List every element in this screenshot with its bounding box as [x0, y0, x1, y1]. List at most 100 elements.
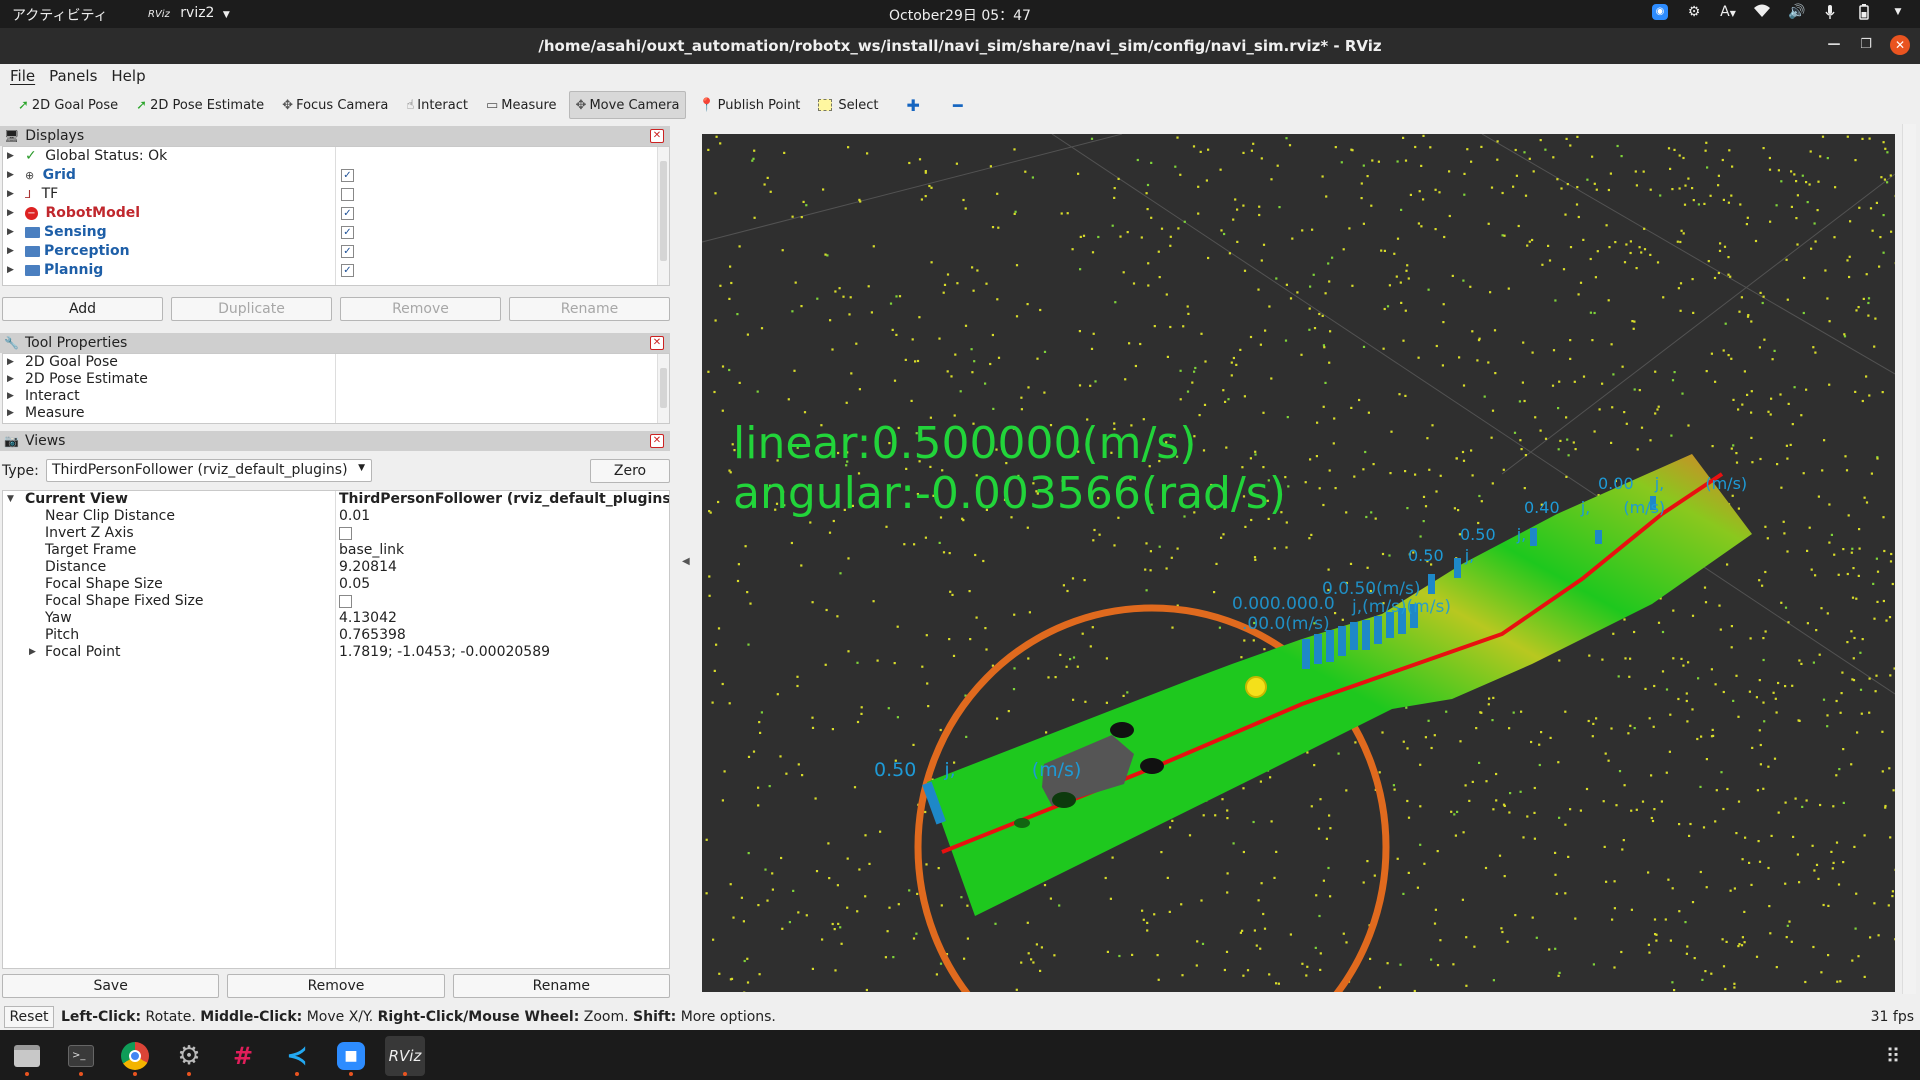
app-menu[interactable]: RViz rviz2 ▼: [148, 5, 230, 21]
expand-arrow-icon[interactable]: ▶: [7, 189, 14, 199]
focal-shape-fixed-size-checkbox[interactable]: [339, 594, 352, 608]
reset-button[interactable]: Reset: [4, 1006, 54, 1028]
views-tree[interactable]: ▼ Current View ThirdPersonFollower (rviz…: [2, 490, 670, 969]
view-prop-focal-point[interactable]: ▶ Focal Point 1.7819; -1.0453; -0.000205…: [3, 644, 669, 661]
current-view-row[interactable]: ▼ Current View ThirdPersonFollower (rviz…: [3, 491, 669, 508]
view-prop-distance[interactable]: Distance 9.20814: [3, 559, 669, 576]
rename-display-button[interactable]: Rename: [509, 297, 670, 321]
right-dock-scrollbar[interactable]: [1902, 124, 1916, 994]
remove-display-button[interactable]: Remove: [340, 297, 501, 321]
expand-arrow-icon[interactable]: ▶: [7, 170, 14, 180]
close-panel-icon[interactable]: ✕: [650, 336, 664, 350]
display-item-grid[interactable]: ▶ ⊕ Grid ✓: [3, 166, 669, 185]
zero-button[interactable]: Zero: [590, 459, 670, 483]
menu-file[interactable]: File: [10, 67, 36, 85]
expand-arrow-icon[interactable]: ▶: [7, 151, 14, 161]
view-prop-pitch[interactable]: Pitch 0.765398: [3, 627, 669, 644]
view-prop-value[interactable]: 0.765398: [339, 627, 406, 643]
scrollbar-thumb[interactable]: [660, 368, 667, 408]
enable-checkbox[interactable]: ✓: [341, 225, 354, 239]
scrollbar-thumb[interactable]: [660, 161, 667, 261]
view-prop-focal-shape-size[interactable]: Focal Shape Size 0.05: [3, 576, 669, 593]
add-tool-button[interactable]: ✚: [901, 91, 929, 119]
enable-checkbox[interactable]: [341, 187, 354, 201]
dock-vscode[interactable]: ≺: [277, 1036, 317, 1076]
activities-button[interactable]: アクティビティ: [12, 8, 108, 24]
minimize-icon[interactable]: —: [1827, 37, 1841, 52]
zoom-icon[interactable]: ◉: [1652, 4, 1668, 20]
displays-tree[interactable]: ▶ ✓ Global Status: Ok ▶ ⊕ Grid ✓ ▶ ⅃ TF …: [2, 146, 670, 286]
settings-icon[interactable]: ⚙: [1687, 4, 1701, 20]
display-item-robotmodel[interactable]: ▶ − RobotModel ✓: [3, 204, 669, 223]
view-prop-target-frame[interactable]: Target Frame base_link: [3, 542, 669, 559]
view-prop-yaw[interactable]: Yaw 4.13042: [3, 610, 669, 627]
duplicate-display-button[interactable]: Duplicate: [171, 297, 332, 321]
dock-zoom[interactable]: ■: [331, 1036, 371, 1076]
expand-arrow-icon[interactable]: ▶: [7, 357, 14, 367]
enable-checkbox[interactable]: ✓: [341, 206, 354, 220]
dock-rviz[interactable]: RViz: [385, 1036, 425, 1076]
clock[interactable]: October29日 05：47: [889, 8, 1031, 24]
view-prop-near-clip-distance[interactable]: Near Clip Distance 0.01: [3, 508, 669, 525]
menu-help[interactable]: Help: [111, 67, 146, 85]
remove-tool-button[interactable]: ━: [947, 91, 972, 119]
tool-property-2d-goal-pose[interactable]: ▶ 2D Goal Pose: [3, 354, 669, 371]
dock-chrome[interactable]: [115, 1036, 155, 1076]
tool-properties-tree[interactable]: ▶ 2D Goal Pose ▶ 2D Pose Estimate ▶ Interac…: [2, 353, 670, 424]
dock-terminal[interactable]: >_: [61, 1036, 101, 1076]
enable-checkbox[interactable]: ✓: [341, 244, 354, 258]
expand-arrow-icon[interactable]: ▶: [7, 391, 14, 401]
expand-arrow-icon[interactable]: ▶: [7, 265, 14, 275]
tool-property-measure[interactable]: ▶ Measure: [3, 405, 669, 422]
view-prop-value[interactable]: 9.20814: [339, 559, 397, 575]
view-prop-value[interactable]: 0.05: [339, 576, 371, 592]
tool-interact[interactable]: ☝ Interact: [400, 91, 474, 119]
rename-view-button[interactable]: Rename: [452, 974, 670, 998]
add-display-button[interactable]: Add: [2, 297, 163, 321]
view-prop-invert-z-axis[interactable]: Invert Z Axis: [3, 525, 669, 542]
menu-panels[interactable]: Panels: [49, 67, 98, 85]
enable-checkbox[interactable]: ✓: [341, 168, 354, 182]
tool-property-interact[interactable]: ▶ Interact: [3, 388, 669, 405]
expand-arrow-icon[interactable]: ▶: [7, 208, 14, 218]
expand-arrow-icon[interactable]: ▼: [7, 494, 14, 504]
expand-arrow-icon[interactable]: ▶: [7, 374, 14, 384]
collapse-left-dock-icon[interactable]: ◀: [682, 556, 690, 567]
tool-property-2d-pose-estimate[interactable]: ▶ 2D Pose Estimate: [3, 371, 669, 388]
remove-view-button[interactable]: Remove: [227, 974, 445, 998]
dock-settings[interactable]: ⚙: [169, 1036, 209, 1076]
display-item-perception[interactable]: ▶ Perception ✓: [3, 242, 669, 261]
tool-2d-pose-estimate[interactable]: ➚ 2D Pose Estimate: [130, 91, 270, 119]
microphone-icon[interactable]: [1822, 4, 1838, 20]
tool-measure[interactable]: ▭ Measure: [480, 91, 563, 119]
expand-arrow-icon[interactable]: ▶: [29, 647, 36, 657]
tool-properties-scrollbar[interactable]: [657, 354, 669, 423]
display-item-tf[interactable]: ▶ ⅃ TF: [3, 185, 669, 204]
view-type-select[interactable]: ThirdPersonFollower (rviz_default_plugin…: [46, 459, 372, 482]
show-applications-button[interactable]: ⠿: [1872, 1036, 1912, 1076]
power-menu-icon[interactable]: ▼: [1894, 7, 1902, 17]
view-prop-value[interactable]: 1.7819; -1.0453; -0.00020589: [339, 644, 551, 660]
maximize-icon[interactable]: ❐: [1860, 37, 1872, 52]
view-prop-value[interactable]: 0.01: [339, 508, 371, 524]
tool-focus-camera[interactable]: ✥ Focus Camera: [276, 91, 394, 119]
dock-files[interactable]: [7, 1036, 47, 1076]
expand-arrow-icon[interactable]: ▶: [7, 246, 14, 256]
volume-icon[interactable]: 🔊: [1788, 4, 1806, 20]
close-panel-icon[interactable]: ✕: [650, 129, 664, 143]
tool-2d-goal-pose[interactable]: ➚ 2D Goal Pose: [12, 91, 124, 119]
save-view-button[interactable]: Save: [2, 974, 220, 998]
keyboard-layout-icon[interactable]: A▼: [1720, 4, 1736, 20]
tool-publish-point[interactable]: 📍 Publish Point: [692, 91, 806, 119]
view-prop-focal-shape-fixed-size[interactable]: Focal Shape Fixed Size: [3, 593, 669, 610]
close-panel-icon[interactable]: ✕: [650, 434, 664, 448]
expand-arrow-icon[interactable]: ▶: [7, 227, 14, 237]
display-item-plannig[interactable]: ▶ Plannig ✓: [3, 261, 669, 280]
battery-icon[interactable]: [1856, 4, 1872, 20]
enable-checkbox[interactable]: ✓: [341, 263, 354, 277]
tool-select[interactable]: Select: [812, 91, 884, 119]
displays-scrollbar[interactable]: [657, 147, 669, 285]
close-window-icon[interactable]: ✕: [1890, 35, 1910, 55]
display-item-global-status[interactable]: ▶ ✓ Global Status: Ok: [3, 147, 669, 166]
render-viewport[interactable]: 0.000.000.0 .00.0(m/s) 0.0.50(m/s) j,(m/…: [702, 134, 1895, 992]
